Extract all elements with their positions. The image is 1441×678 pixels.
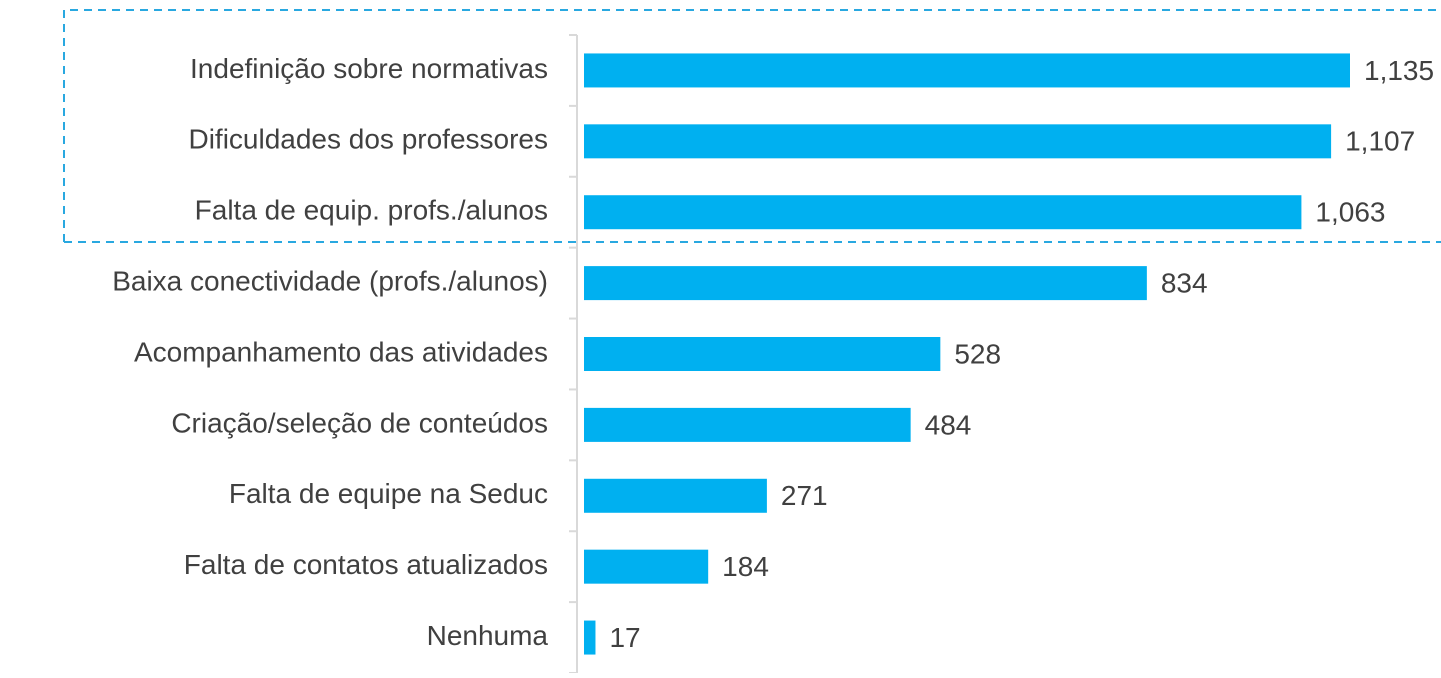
y-tick-label: Indefinição sobre normativas [190,53,548,84]
value-label: 271 [781,480,828,511]
y-tick-label: Falta de equipe na Seduc [229,478,548,509]
value-label: 528 [954,338,1001,369]
y-tick-label: Dificuldades dos professores [188,124,548,155]
y-tick-label: Falta de contatos atualizados [184,549,548,580]
value-label: 184 [722,551,769,582]
bar [584,195,1302,230]
value-label: 1,107 [1345,126,1415,157]
bar [584,337,941,371]
value-label: 834 [1161,268,1208,299]
value-label: 1,063 [1315,197,1385,228]
y-tick-label: Criação/seleção de conteúdos [171,407,548,438]
y-tick-label: Falta de equip. profs./alunos [195,195,548,226]
bar [584,549,709,584]
y-tick-label: Acompanhamento das atividades [134,336,548,367]
bar [584,478,767,513]
bar [584,53,1350,88]
highlight-box [63,9,1441,243]
bar [584,407,911,442]
value-label: 484 [925,409,972,440]
bar [584,124,1332,159]
bar [584,266,1147,301]
y-tick-label: Baixa conectividade (profs./alunos) [112,266,548,297]
value-label: 1,135 [1364,55,1434,86]
bar [584,620,596,655]
value-label: 17 [609,622,640,653]
y-tick-label: Nenhuma [427,620,549,651]
